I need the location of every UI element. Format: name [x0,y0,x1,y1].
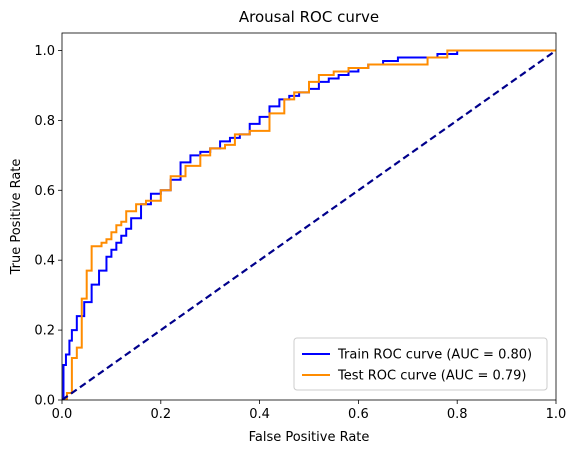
ticks-layer: 0.0 0.2 0.4 0.6 0.8 1.0 0.0 0.2 0.4 0.6 0.8 1.0 [34,44,566,422]
legend-entry-label: Test ROC curve (AUC = 0.79) [337,369,527,384]
legend-entry-label: Train ROC curve (AUC = 0.80) [337,348,532,363]
test-roc-line [62,49,556,400]
x-axis-title: False Positive Rate [249,430,370,445]
y-tick-label: 0.0 [34,394,55,409]
legend: Train ROC curve (AUC = 0.80) Test ROC cur… [293,337,548,391]
plot-border [61,32,557,401]
y-tick-label: 0.4 [34,254,55,269]
x-tick-label: 0.8 [447,407,468,422]
x-tick-label: 0.2 [150,407,171,422]
x-tick-label: 1.0 [546,407,567,422]
x-tick-label: 0.4 [249,407,270,422]
x-tick-label: 0.0 [52,407,73,422]
y-tick-label: 0.6 [34,184,55,199]
y-tick-label: 0.8 [34,114,55,129]
chart-title: Arousal ROC curve [239,8,379,26]
x-tick-label: 0.6 [348,407,369,422]
chance-diagonal-line [62,49,556,400]
legend-box [293,337,548,391]
y-tick-label: 0.2 [34,324,55,339]
series-layer [62,49,556,400]
y-axis-title: True Positive Rate [9,159,24,276]
y-tick-label: 1.0 [34,44,55,59]
